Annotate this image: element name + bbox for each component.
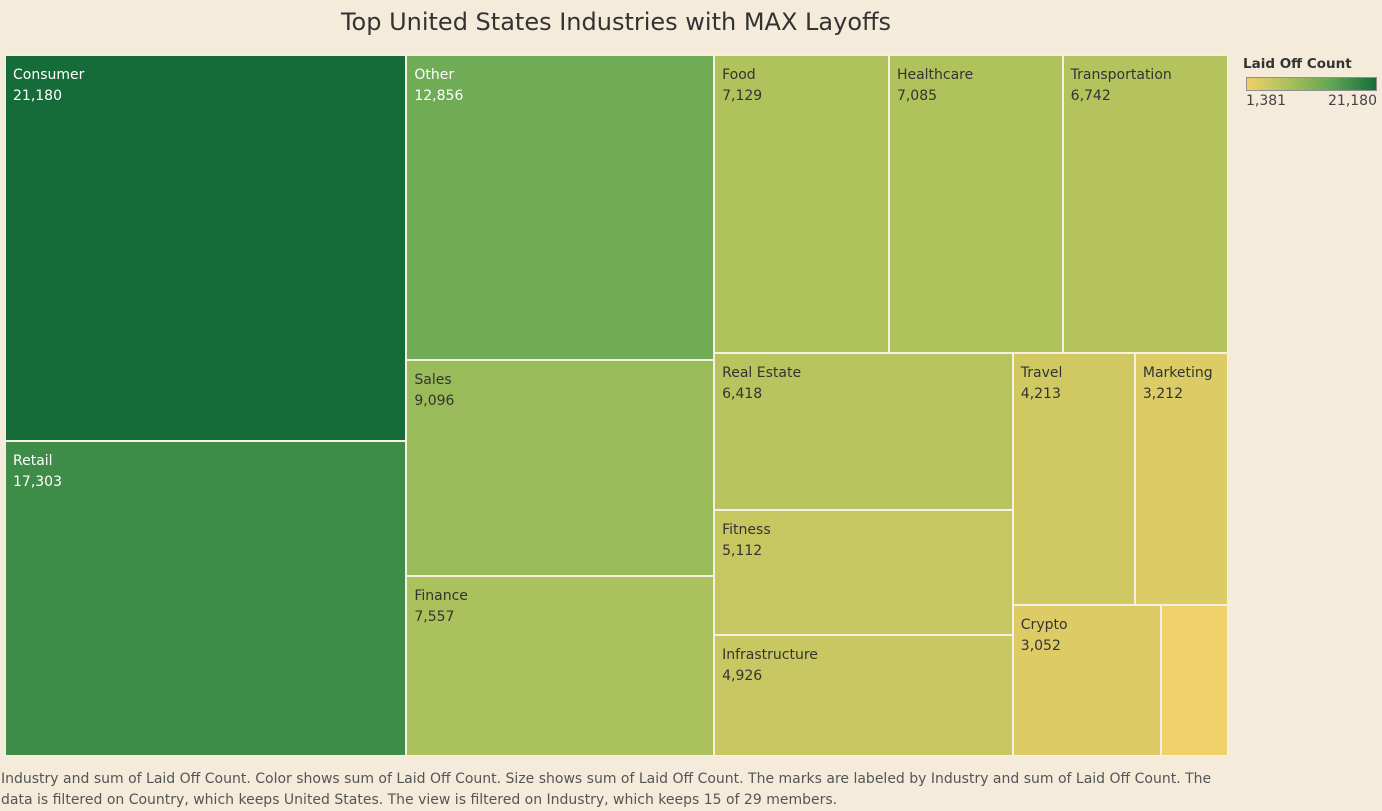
tile-label: Crypto: [1020, 617, 1068, 634]
legend-max-label: 21,180: [1328, 93, 1377, 109]
tile-label: Finance: [414, 588, 468, 605]
treemap-tile[interactable]: [1160, 605, 1228, 756]
treemap-tile[interactable]: Healthcare 7,085: [888, 55, 1063, 354]
chart-title: Top United States Industries with MAX La…: [340, 8, 892, 36]
tile-value: 4,213: [1020, 386, 1061, 403]
treemap-tile[interactable]: Consumer 21,180: [5, 55, 407, 441]
treemap: Consumer 21,180 Retail 17,303 Other 12,856 Sal…: [5, 55, 1228, 756]
tile-value: 12,856: [414, 88, 464, 104]
treemap-tile[interactable]: Sales 9,096: [406, 360, 715, 577]
tile-value: 3,052: [1020, 638, 1061, 655]
treemap-tile[interactable]: Marketing 3,212: [1134, 353, 1228, 606]
tile-value: 3,212: [1142, 386, 1183, 403]
treemap-tile[interactable]: Retail 17,303: [5, 440, 407, 756]
tile-value: 21,180: [13, 88, 62, 104]
color-legend: Laid Off Count 1,381 21,180: [1243, 56, 1379, 113]
tile-label: Infrastructure: [722, 647, 818, 664]
treemap-tile[interactable]: Travel 4,213: [1012, 353, 1135, 606]
tile-value: 5,112: [722, 543, 763, 560]
tile-label: Consumer: [13, 67, 85, 83]
tile-label: Fitness: [722, 522, 771, 539]
tile-value: 7,557: [414, 609, 455, 626]
tile-label: Marketing: [1142, 365, 1213, 382]
tile-label: Real Estate: [722, 365, 802, 382]
tile-label: Transportation: [1070, 67, 1172, 83]
tile-value: 4,926: [722, 668, 763, 685]
tile-value: 9,096: [414, 393, 455, 410]
treemap-tile[interactable]: Crypto 3,052: [1012, 605, 1161, 756]
treemap-tile[interactable]: Finance 7,557: [406, 576, 715, 756]
tile-label: Sales: [414, 372, 452, 389]
tile-label: Travel: [1020, 365, 1063, 382]
tile-value: 17,303: [13, 473, 62, 490]
treemap-tile[interactable]: Transportation 6,742: [1062, 55, 1228, 354]
tile-label: Retail: [13, 452, 53, 469]
treemap-tile[interactable]: Infrastructure 4,926: [714, 635, 1013, 756]
treemap-tile[interactable]: Fitness 5,112: [714, 510, 1013, 636]
legend-min-label: 1,381: [1246, 93, 1287, 109]
tile-label: Other: [414, 67, 455, 83]
legend-gradient: [1246, 77, 1377, 91]
treemap-tile[interactable]: Real Estate 6,418: [714, 353, 1013, 511]
legend-title: Laid Off Count: [1243, 56, 1352, 72]
tile-value: 7,085: [896, 88, 938, 104]
chart-caption: Industry and sum of Laid Off Count. Colo…: [1, 771, 1212, 808]
tile-label: Food: [722, 67, 756, 83]
treemap-tile[interactable]: Other 12,856: [406, 55, 715, 361]
tile-value: 6,418: [722, 386, 763, 403]
tile-value: 7,129: [722, 88, 763, 104]
tile-value: 6,742: [1070, 88, 1111, 104]
tile-label: Healthcare: [896, 67, 974, 83]
treemap-tile[interactable]: Food 7,129: [714, 55, 889, 354]
